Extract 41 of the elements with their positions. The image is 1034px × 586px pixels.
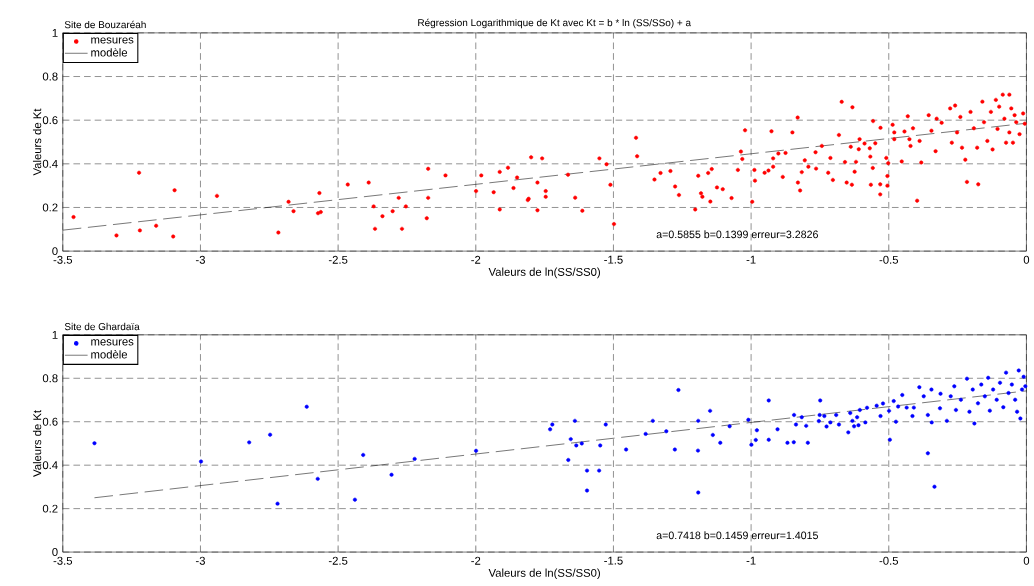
y-tick-label: 1 xyxy=(52,29,58,37)
x-tick-label: 0 xyxy=(1023,556,1030,565)
y-tick-label: 0.8 xyxy=(42,374,58,383)
y-tick-label: 0.2 xyxy=(42,504,58,513)
chart-title: Régression Logarithmique de Kt avec Kt = b * ln (SS/SSo) + a xyxy=(418,18,692,29)
x-tick-label: -1 xyxy=(746,556,756,565)
y-tick-label: 0.6 xyxy=(42,417,58,426)
x-axis-title: Valeurs de ln(SS/SS0) xyxy=(488,267,600,279)
legend-label: modèle xyxy=(91,350,128,359)
y-axis-title: Valeurs de Kt xyxy=(32,410,42,477)
x-tick-label: -0.5 xyxy=(879,255,899,264)
y-tick-label: 0.4 xyxy=(42,159,58,168)
x-tick-label: -2.5 xyxy=(328,556,348,565)
legend-label: mesures xyxy=(91,37,134,44)
x-tick-label: -2 xyxy=(471,556,481,565)
y-tick-label: 0.4 xyxy=(42,461,58,470)
x-tick-label: -1.5 xyxy=(604,556,623,565)
x-tick-label: -2.5 xyxy=(328,255,348,264)
x-axis-title: Valeurs de ln(SS/SS0) xyxy=(488,568,600,580)
chart-subtitle: Site de Ghardaïa xyxy=(64,322,140,331)
legend-label: modèle xyxy=(91,48,128,57)
y-tick-label: 0 xyxy=(52,548,58,557)
y-tick-label: 1 xyxy=(52,330,58,339)
x-tick-label: -3.5 xyxy=(53,255,73,264)
annotation: a=0.7418 b=0.1459 erreur=1.4015 xyxy=(656,531,818,540)
y-axis-title: Valeurs de Kt xyxy=(32,108,42,176)
x-tick-label: -1.5 xyxy=(604,255,623,264)
x-tick-label: 0 xyxy=(1023,255,1030,264)
x-tick-label: -2 xyxy=(471,255,481,264)
y-tick-label: 0.8 xyxy=(42,72,58,81)
legend-label: mesures xyxy=(91,339,134,346)
y-tick-label: 0.6 xyxy=(42,116,58,125)
x-tick-label: -3.5 xyxy=(53,556,73,565)
x-tick-label: -0.5 xyxy=(879,556,899,565)
x-tick-label: -1 xyxy=(746,255,756,264)
y-tick-label: 0.2 xyxy=(42,203,58,212)
chart-subtitle: Site de Bouzaréah xyxy=(64,20,146,29)
x-tick-label: -3 xyxy=(195,255,205,264)
annotation: a=0.5855 b=0.1399 erreur=3.2826 xyxy=(656,230,818,239)
x-tick-label: -3 xyxy=(195,556,205,565)
y-tick-label: 0 xyxy=(52,247,58,256)
